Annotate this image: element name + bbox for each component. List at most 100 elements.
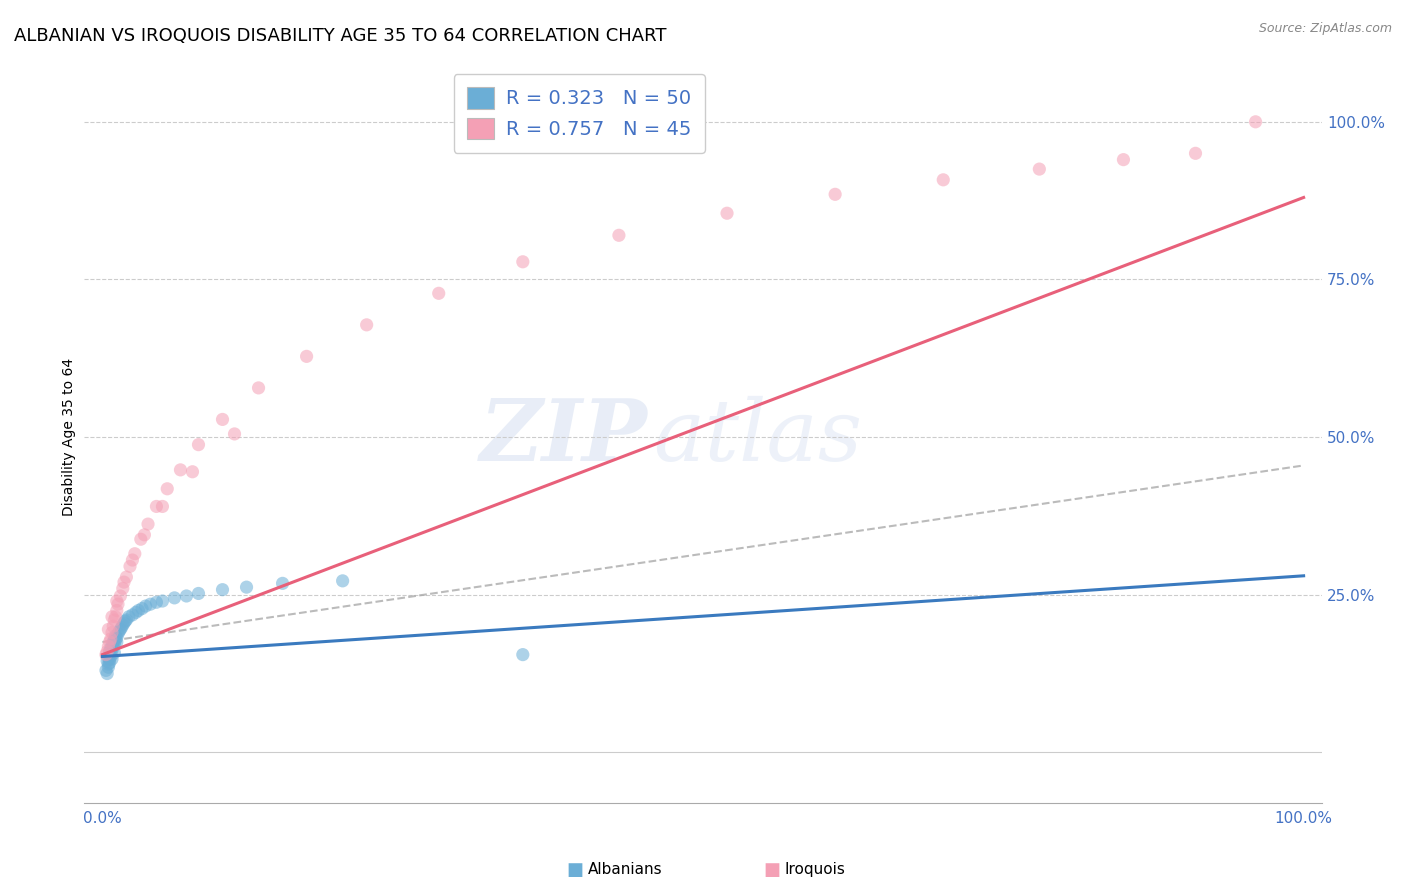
- Point: [163, 591, 186, 605]
- Text: atlas: atlas: [654, 396, 863, 478]
- Point: [224, 426, 246, 441]
- Point: [145, 500, 167, 514]
- Point: [332, 574, 354, 588]
- Point: [127, 603, 149, 617]
- Point: [103, 613, 125, 627]
- Point: [136, 517, 159, 532]
- Point: [101, 625, 124, 640]
- Point: [156, 482, 179, 496]
- Point: [101, 643, 124, 657]
- Point: [105, 635, 128, 649]
- Point: [1112, 153, 1135, 167]
- Point: [235, 580, 257, 594]
- Point: [110, 623, 132, 637]
- Point: [118, 559, 141, 574]
- Text: ■: ■: [763, 861, 780, 879]
- Point: [96, 644, 118, 658]
- Point: [145, 595, 167, 609]
- Point: [115, 613, 138, 627]
- Point: [512, 254, 534, 268]
- Point: [295, 350, 318, 364]
- Point: [129, 533, 152, 547]
- Point: [98, 648, 121, 662]
- Text: ZIP: ZIP: [479, 395, 647, 479]
- Point: [427, 286, 450, 301]
- Point: [98, 635, 121, 649]
- Point: [100, 646, 122, 660]
- Point: [94, 648, 117, 662]
- Point: [103, 640, 125, 654]
- Point: [105, 631, 128, 645]
- Text: ALBANIAN VS IROQUOIS DISABILITY AGE 35 TO 64 CORRELATION CHART: ALBANIAN VS IROQUOIS DISABILITY AGE 35 T…: [14, 27, 666, 45]
- Point: [112, 575, 135, 590]
- Point: [124, 547, 146, 561]
- Point: [111, 618, 134, 632]
- Point: [111, 582, 134, 596]
- Point: [105, 594, 128, 608]
- Point: [125, 606, 148, 620]
- Point: [96, 666, 118, 681]
- Text: Albanians: Albanians: [588, 863, 662, 877]
- Point: [1028, 162, 1050, 177]
- Point: [107, 627, 129, 641]
- Point: [104, 609, 127, 624]
- Point: [118, 609, 141, 624]
- Point: [103, 635, 125, 649]
- Point: [105, 603, 128, 617]
- Point: [176, 589, 198, 603]
- Point: [100, 632, 122, 646]
- Point: [135, 599, 157, 613]
- Point: [115, 570, 138, 584]
- Point: [152, 594, 174, 608]
- Point: [100, 641, 122, 656]
- Point: [607, 228, 630, 243]
- Point: [121, 553, 143, 567]
- Point: [512, 648, 534, 662]
- Point: [121, 607, 143, 622]
- Point: [134, 528, 156, 542]
- Point: [103, 646, 125, 660]
- Point: [98, 652, 121, 666]
- Point: [94, 664, 117, 678]
- Point: [1244, 115, 1267, 129]
- Point: [103, 637, 125, 651]
- Point: [103, 632, 125, 646]
- Point: [211, 412, 233, 426]
- Point: [187, 586, 209, 600]
- Point: [103, 619, 125, 633]
- Point: [97, 650, 120, 665]
- Point: [152, 500, 174, 514]
- Point: [211, 582, 233, 597]
- Point: [247, 381, 270, 395]
- Point: [187, 437, 209, 451]
- Point: [181, 465, 204, 479]
- Point: [101, 609, 124, 624]
- Point: [824, 187, 846, 202]
- Point: [97, 657, 120, 671]
- Point: [1184, 146, 1206, 161]
- Point: [139, 597, 162, 611]
- Point: [356, 318, 378, 332]
- Text: Iroquois: Iroquois: [785, 863, 845, 877]
- Point: [96, 654, 118, 668]
- Text: Source: ZipAtlas.com: Source: ZipAtlas.com: [1258, 22, 1392, 36]
- Point: [716, 206, 738, 220]
- Point: [104, 633, 127, 648]
- Point: [97, 640, 120, 654]
- Point: [101, 652, 124, 666]
- Point: [131, 601, 153, 615]
- Point: [98, 644, 121, 658]
- Legend: R = 0.323   N = 50, R = 0.757   N = 45: R = 0.323 N = 50, R = 0.757 N = 45: [454, 74, 704, 153]
- Point: [107, 597, 129, 611]
- Point: [112, 616, 135, 631]
- Point: [97, 660, 120, 674]
- Point: [110, 589, 132, 603]
- Point: [104, 629, 127, 643]
- Y-axis label: Disability Age 35 to 64: Disability Age 35 to 64: [62, 358, 76, 516]
- Point: [108, 624, 131, 639]
- Point: [169, 463, 191, 477]
- Point: [97, 623, 120, 637]
- Text: ■: ■: [567, 861, 583, 879]
- Point: [110, 620, 132, 634]
- Point: [98, 656, 121, 670]
